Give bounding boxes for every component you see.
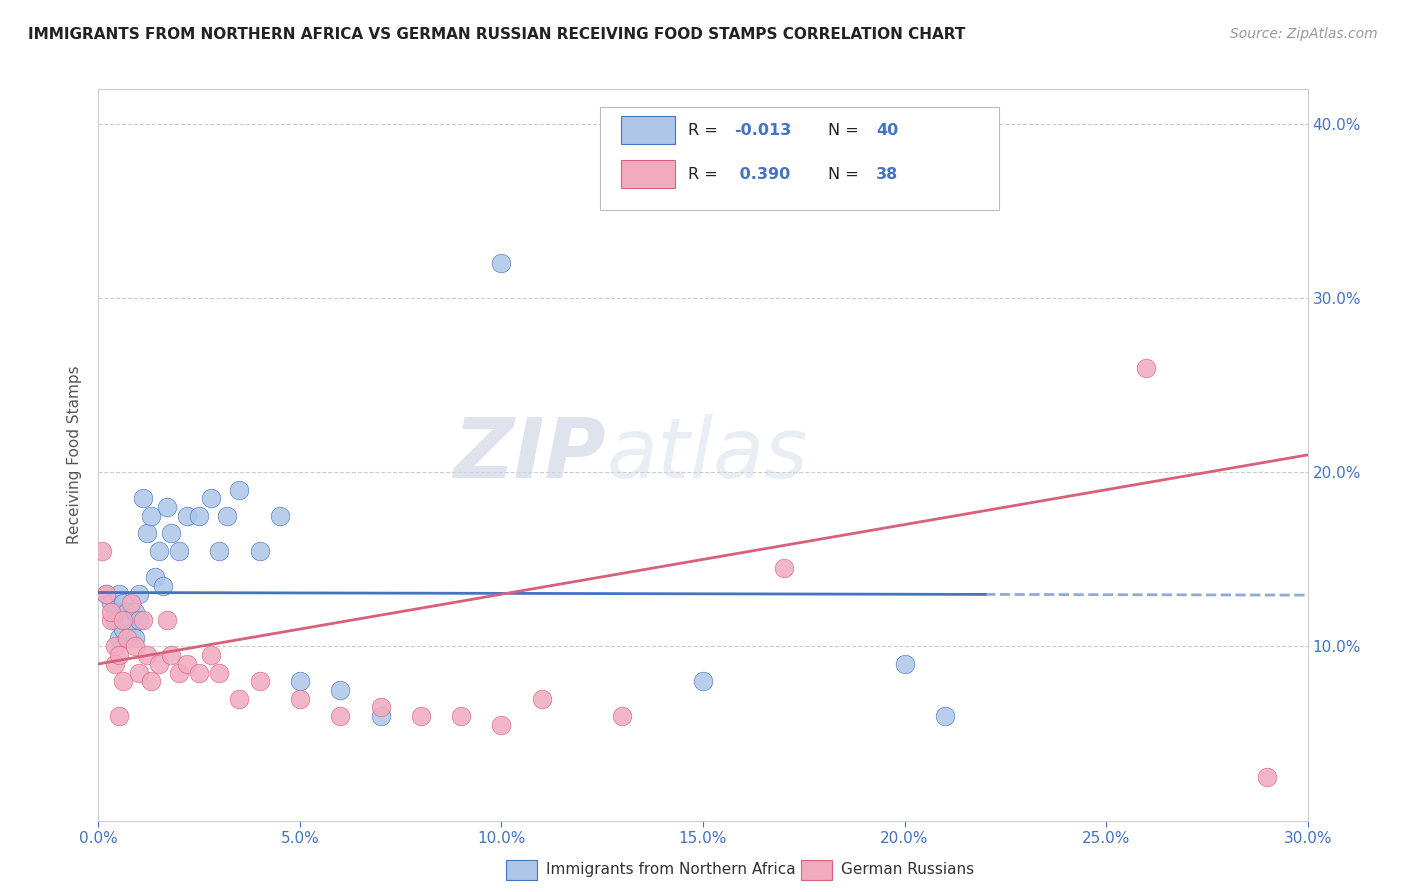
- Point: [288, 674, 311, 689]
- Point: [200, 491, 222, 506]
- Point: [530, 691, 553, 706]
- Point: [135, 648, 157, 663]
- Point: [893, 657, 915, 671]
- Point: [692, 674, 714, 689]
- Text: Immigrants from Northern Africa: Immigrants from Northern Africa: [546, 863, 796, 877]
- Point: [115, 631, 138, 645]
- Point: [772, 561, 794, 575]
- Point: [132, 613, 155, 627]
- Point: [370, 709, 392, 723]
- Point: [135, 526, 157, 541]
- Point: [228, 691, 250, 706]
- Point: [124, 631, 146, 645]
- Point: [115, 613, 138, 627]
- Point: [269, 508, 291, 523]
- Point: [329, 683, 352, 698]
- Bar: [621, 116, 675, 145]
- Point: [96, 587, 118, 601]
- Text: N =: N =: [828, 123, 863, 137]
- Point: [100, 613, 122, 627]
- Text: -0.013: -0.013: [734, 123, 792, 137]
- Point: [200, 648, 222, 663]
- FancyBboxPatch shape: [600, 108, 1000, 210]
- Point: [450, 709, 472, 723]
- Text: Source: ZipAtlas.com: Source: ZipAtlas.com: [1230, 27, 1378, 41]
- Point: [120, 625, 142, 640]
- Point: [160, 526, 183, 541]
- Bar: [621, 161, 675, 188]
- Point: [934, 709, 956, 723]
- Point: [124, 640, 146, 654]
- Point: [139, 508, 162, 523]
- Point: [103, 657, 125, 671]
- Point: [370, 700, 392, 714]
- Point: [188, 508, 211, 523]
- Point: [120, 596, 142, 610]
- Point: [148, 543, 170, 558]
- Point: [167, 543, 190, 558]
- Point: [176, 657, 198, 671]
- Point: [120, 613, 142, 627]
- Point: [1135, 360, 1157, 375]
- Point: [111, 674, 134, 689]
- Point: [107, 648, 129, 663]
- Point: [111, 596, 134, 610]
- Point: [128, 665, 150, 680]
- Point: [176, 508, 198, 523]
- Point: [217, 508, 239, 523]
- Point: [249, 674, 271, 689]
- Point: [156, 500, 179, 515]
- Point: [107, 709, 129, 723]
- Point: [107, 587, 129, 601]
- Point: [124, 605, 146, 619]
- Point: [103, 613, 125, 627]
- Point: [111, 622, 134, 636]
- Point: [1256, 770, 1278, 784]
- Point: [491, 718, 513, 732]
- Point: [249, 543, 271, 558]
- Point: [143, 570, 166, 584]
- Point: [103, 605, 125, 619]
- Point: [188, 665, 211, 680]
- Point: [208, 665, 231, 680]
- Point: [612, 709, 634, 723]
- Point: [96, 587, 118, 601]
- Point: [139, 674, 162, 689]
- Point: [132, 491, 155, 506]
- Point: [288, 691, 311, 706]
- Text: atlas: atlas: [606, 415, 808, 495]
- Point: [115, 605, 138, 619]
- Text: N =: N =: [828, 167, 863, 182]
- Text: R =: R =: [689, 167, 723, 182]
- Point: [103, 640, 125, 654]
- Point: [409, 709, 432, 723]
- Text: R =: R =: [689, 123, 723, 137]
- Text: German Russians: German Russians: [841, 863, 974, 877]
- Point: [228, 483, 250, 497]
- Point: [152, 578, 174, 592]
- Point: [167, 665, 190, 680]
- Point: [208, 543, 231, 558]
- Text: 40: 40: [876, 123, 898, 137]
- Point: [160, 648, 183, 663]
- Text: 0.390: 0.390: [734, 167, 790, 182]
- Y-axis label: Receiving Food Stamps: Receiving Food Stamps: [67, 366, 83, 544]
- Point: [111, 613, 134, 627]
- Point: [100, 596, 122, 610]
- Point: [156, 613, 179, 627]
- Point: [100, 605, 122, 619]
- Text: ZIP: ZIP: [454, 415, 606, 495]
- Point: [491, 256, 513, 270]
- Point: [148, 657, 170, 671]
- Text: IMMIGRANTS FROM NORTHERN AFRICA VS GERMAN RUSSIAN RECEIVING FOOD STAMPS CORRELAT: IMMIGRANTS FROM NORTHERN AFRICA VS GERMA…: [28, 27, 966, 42]
- Point: [107, 631, 129, 645]
- Point: [128, 587, 150, 601]
- Point: [329, 709, 352, 723]
- Text: 38: 38: [876, 167, 898, 182]
- Point: [128, 613, 150, 627]
- Point: [91, 543, 114, 558]
